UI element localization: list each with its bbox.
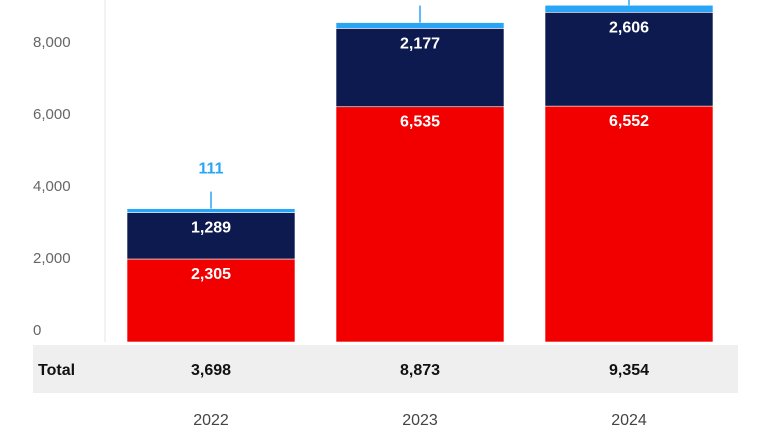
- y-tick-label: 8,000: [33, 34, 71, 51]
- bar-segment-3-2023: [335, 22, 505, 29]
- y-tick-label: 2,000: [33, 250, 71, 267]
- bar-segment-3-2024: [544, 4, 714, 13]
- total-value: 3,698: [191, 362, 231, 379]
- data-label: 2,177: [400, 35, 440, 52]
- totals-row-label: Total: [38, 362, 75, 379]
- x-tick-label: 2023: [402, 412, 438, 429]
- data-label: 2,305: [191, 266, 231, 283]
- data-label: 6,535: [400, 114, 440, 131]
- bar-segment-2-2023: [335, 28, 505, 108]
- y-tick-label: 6,000: [33, 106, 71, 123]
- y-tick-label: 4,000: [33, 178, 71, 195]
- bar-segment-1-2024: [544, 105, 714, 343]
- y-tick-label: 0: [33, 322, 41, 339]
- data-label: 1,289: [191, 220, 231, 237]
- x-tick-label: 2022: [193, 412, 229, 429]
- data-label: 6,552: [609, 113, 649, 130]
- bar-segment-1-2023: [335, 106, 505, 343]
- data-label: 111: [199, 161, 224, 178]
- data-label: 2,606: [609, 19, 649, 36]
- x-tick-label: 2024: [611, 412, 647, 429]
- total-value: 9,354: [609, 362, 649, 379]
- bar-segment-3-2022: [126, 208, 296, 213]
- bar-segment-1-2022: [126, 258, 296, 343]
- totals-row-background: [33, 345, 738, 393]
- total-value: 8,873: [400, 362, 440, 379]
- bar-segment-2-2022: [126, 212, 296, 260]
